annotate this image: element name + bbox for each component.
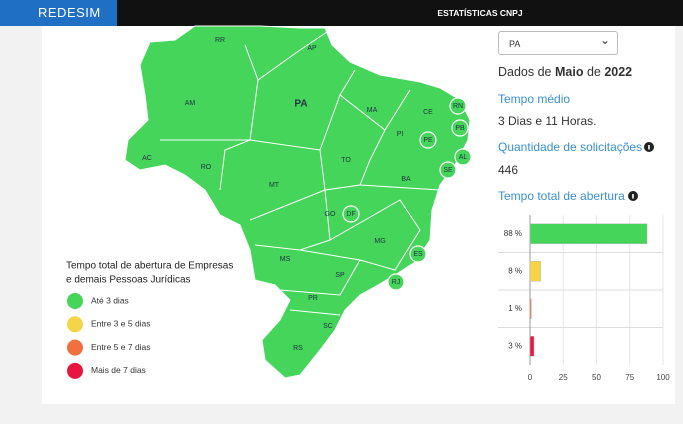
state-label: PA [294, 99, 307, 110]
legend-swatch [67, 362, 83, 379]
state-label: RJ [392, 279, 401, 286]
state-label: CE [423, 109, 433, 116]
state-bubble [419, 131, 437, 149]
state-label: PI [397, 131, 404, 138]
state-label: RO [201, 164, 212, 171]
state-label: MA [367, 107, 378, 114]
legend-swatch [67, 293, 83, 309]
state-label: PR [308, 295, 318, 302]
state-label: AL [459, 154, 468, 161]
legend-swatch [67, 339, 83, 356]
state-label: AP [307, 45, 317, 52]
state-label: RN [453, 103, 463, 110]
state-bubble [451, 119, 469, 137]
state-label: RS [293, 345, 303, 352]
bar [529, 261, 541, 282]
state-label: BA [401, 176, 411, 183]
state-bubble [409, 245, 427, 263]
state-select[interactable]: PA [498, 28, 618, 55]
state-label: AM [185, 100, 196, 107]
bar [529, 223, 648, 244]
state-label: GO [325, 211, 336, 218]
logo[interactable]: REDESIM [0, 0, 117, 26]
value-label: 88 % [504, 229, 522, 238]
state-label: MG [374, 238, 385, 245]
count-value: 446 [498, 163, 519, 177]
info-icon-mark [632, 194, 634, 199]
period-month: Maio [554, 65, 584, 79]
state-label: PE [423, 137, 433, 144]
legend-swatch [67, 316, 83, 333]
state-label: SE [443, 167, 453, 174]
x-tick-label: 100 [656, 373, 670, 382]
state-label: SP [335, 272, 345, 279]
avg-value: 3 Dias e 11 Horas. [498, 114, 597, 128]
state-bubble [449, 97, 467, 115]
chart-label: Tempo total de abertura [498, 189, 625, 203]
value-label: 1 % [508, 304, 522, 313]
legend-title: Tempo total de abertura de Empresas [66, 261, 233, 272]
legend-label: Entre 5 e 7 dias [91, 342, 151, 352]
state-label: PB [455, 125, 465, 132]
legend-label: Mais de 7 dias [91, 365, 146, 375]
value-label: 3 % [508, 341, 522, 350]
legend-label: Entre 3 e 5 dias [91, 319, 151, 329]
state-bubble [342, 205, 360, 223]
x-tick-label: 25 [559, 373, 568, 382]
period-text: de [583, 65, 605, 79]
period-year: 2022 [604, 65, 633, 79]
period: Dados de Maio de 2022 [498, 65, 632, 79]
state-label: AC [142, 155, 152, 162]
count-label: Quantidade de solicitações [498, 140, 643, 154]
state-label: MS [280, 256, 291, 263]
header-title: ESTATÍSTICAS CNPJ [437, 8, 523, 18]
value-label: 8 % [508, 266, 522, 275]
brazil-map [124, 25, 471, 379]
state-label: TO [341, 157, 351, 164]
legend-title: e demais Pessoas Jurídicas [66, 275, 191, 286]
state-borders [160, 29, 441, 316]
state-bubble [439, 161, 457, 179]
state-bubble [454, 148, 472, 166]
x-tick-label: 0 [528, 373, 533, 382]
state-label: RR [215, 37, 225, 44]
legend-label: Até 3 dias [91, 295, 129, 305]
period-text: Dados de [498, 65, 555, 79]
bar [529, 298, 532, 319]
state-label: MT [269, 182, 280, 189]
info-icon-mark [648, 145, 650, 150]
state-label: SC [323, 323, 333, 330]
state-bubble [387, 273, 405, 291]
bar [529, 336, 535, 357]
avg-label: Tempo médio [498, 92, 571, 106]
state-label: DF [346, 211, 355, 218]
x-tick-label: 50 [592, 373, 601, 382]
header: REDESIM ESTATÍSTICAS CNPJ [0, 0, 683, 26]
x-tick-label: 75 [625, 373, 634, 382]
state-label: ES [413, 251, 423, 258]
